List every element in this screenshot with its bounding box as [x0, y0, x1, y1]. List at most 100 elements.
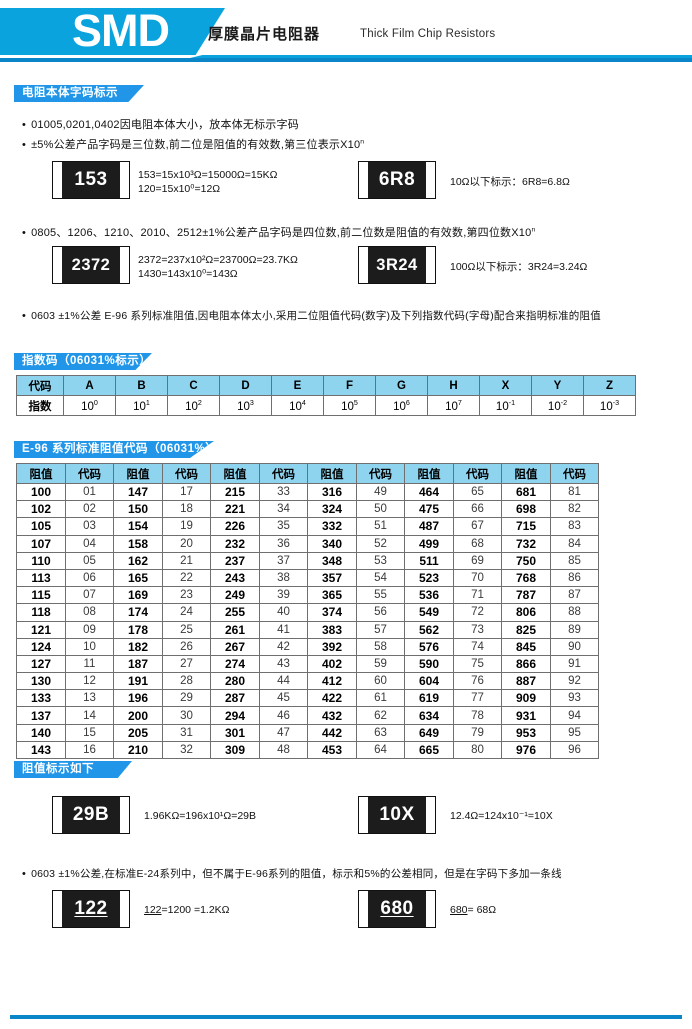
chip-code-153: 153: [62, 162, 120, 198]
e96-code: 08: [65, 603, 114, 622]
exponent-code-H: H: [427, 375, 480, 396]
e96-value: 115: [16, 586, 66, 605]
header-rule: [0, 58, 692, 62]
e96-code: 12: [65, 672, 114, 691]
page-header: SMD 厚膜晶片电阻器 Thick Film Chip Resistors: [0, 0, 692, 72]
e96-value: 301: [210, 723, 260, 742]
e96-code: 68: [453, 534, 502, 553]
chip-example-680: 680: [358, 890, 436, 928]
e96-code: 20: [162, 534, 211, 553]
chip-code-6R8: 6R8: [368, 162, 426, 198]
note-153: 153=15x10³Ω=15000Ω=15KΩ 120=15x10⁰=12Ω: [138, 168, 277, 196]
e96-value: 267: [210, 637, 260, 656]
e96-value: 226: [210, 517, 260, 536]
e96-code: 04: [65, 534, 114, 553]
e96-value: 332: [307, 517, 357, 536]
table-row: 110 05 162 21 237 37 348 53 511 69 750 85: [16, 551, 599, 570]
e96-value: 174: [113, 603, 163, 622]
e96-header-value-2: 阻值: [113, 463, 163, 484]
table-row: 105 03 154 19 226 35 332 51 487 67 715 83: [16, 517, 599, 536]
e96-value: 221: [210, 500, 260, 519]
chip-cap-left: [53, 797, 62, 833]
table-row: 107 04 158 20 232 36 340 52 499 68 732 84: [16, 534, 599, 553]
e96-value: 392: [307, 637, 357, 656]
e96-value: 287: [210, 689, 260, 708]
e96-value: 487: [404, 517, 454, 536]
e96-code: 90: [550, 637, 599, 656]
e96-value: 475: [404, 500, 454, 519]
e96-value: 383: [307, 620, 357, 639]
chip-code-3R24: 3R24: [368, 247, 426, 283]
e96-code: 38: [259, 568, 308, 588]
chip-cap-left: [359, 797, 368, 833]
e96-code: 94: [550, 706, 599, 725]
exponent-value-3: 103: [219, 395, 272, 416]
note-6R8: 10Ω以下标示：6R8=6.8Ω: [450, 176, 570, 188]
e96-code: 89: [550, 620, 599, 639]
e96-code: 51: [356, 517, 405, 536]
e96-value: 576: [404, 637, 454, 656]
e96-value: 768: [501, 568, 551, 588]
e96-value: 845: [501, 637, 551, 656]
e96-code: 45: [259, 689, 308, 708]
chip-cap-right: [120, 891, 129, 927]
chip-cap-right: [120, 247, 129, 283]
chip-code-680: 680: [368, 891, 426, 927]
chip-code-29B: 29B: [62, 797, 120, 833]
e96-code: 26: [162, 637, 211, 656]
e96-value: 110: [16, 551, 66, 570]
e96-code: 75: [453, 654, 502, 674]
e96-code: 76: [453, 672, 502, 691]
e96-value: 261: [210, 620, 260, 639]
e96-header-code-1: 代码: [65, 463, 114, 484]
e96-header-value-6: 阻值: [307, 463, 357, 484]
e96-code: 87: [550, 586, 599, 605]
e96-header-code-7: 代码: [356, 463, 405, 484]
e96-value: 162: [113, 551, 163, 570]
chip-code-10X: 10X: [368, 797, 426, 833]
e96-code: 36: [259, 534, 308, 553]
e96-value: 348: [307, 551, 357, 570]
e96-value: 464: [404, 482, 454, 502]
chip-cap-right: [120, 162, 129, 198]
e96-value: 511: [404, 551, 454, 570]
exponent-code-E: E: [271, 375, 324, 396]
note-3R24: 100Ω以下标示：3R24=3.24Ω: [450, 261, 588, 273]
e96-code: 82: [550, 500, 599, 519]
e96-code: 56: [356, 603, 405, 622]
e96-code: 83: [550, 517, 599, 536]
e96-value: 750: [501, 551, 551, 570]
e96-code: 91: [550, 654, 599, 674]
chip-example-153: 153: [52, 161, 130, 199]
chip-cap-left: [359, 891, 368, 927]
exponent-value-0: 100: [63, 395, 116, 416]
e96-code: 57: [356, 620, 405, 639]
table-row: 102 02 150 18 221 34 324 50 475 66 698 82: [16, 500, 599, 519]
e96-code: 67: [453, 517, 502, 536]
exponent-value-10: 10-3: [583, 395, 636, 416]
table-row: 130 12 191 28 280 44 412 60 604 76 887 92: [16, 672, 599, 691]
exponent-value-2: 102: [167, 395, 220, 416]
e96-code: 61: [356, 689, 405, 708]
note-153-line1: 153=15x10³Ω=15000Ω=15KΩ: [138, 169, 278, 181]
note-2372-line2: 1430=143x10⁰=143Ω: [138, 268, 238, 280]
e96-code: 34: [259, 500, 308, 519]
e96-value: 732: [501, 534, 551, 553]
e96-value: 825: [501, 620, 551, 639]
table-row: 115 07 169 23 249 39 365 55 536 71 787 87: [16, 586, 599, 605]
e96-value: 158: [113, 534, 163, 553]
chip-example-3R24: 3R24: [358, 246, 436, 284]
e96-value: 866: [501, 654, 551, 674]
title-english: Thick Film Chip Resistors: [360, 28, 496, 40]
e96-code: 23: [162, 586, 211, 605]
e96-code: 46: [259, 706, 308, 725]
note-122-rest: =1200 =1.2KΩ: [161, 904, 230, 916]
e96-code: 30: [162, 706, 211, 725]
e96-code: 25: [162, 620, 211, 639]
e96-value: 634: [404, 706, 454, 725]
bullet-1pct-sup: n: [531, 226, 536, 234]
e96-value: 130: [16, 672, 66, 691]
e96-code: 64: [356, 740, 405, 760]
e96-code: 78: [453, 706, 502, 725]
e96-header-code-11: 代码: [550, 463, 599, 484]
